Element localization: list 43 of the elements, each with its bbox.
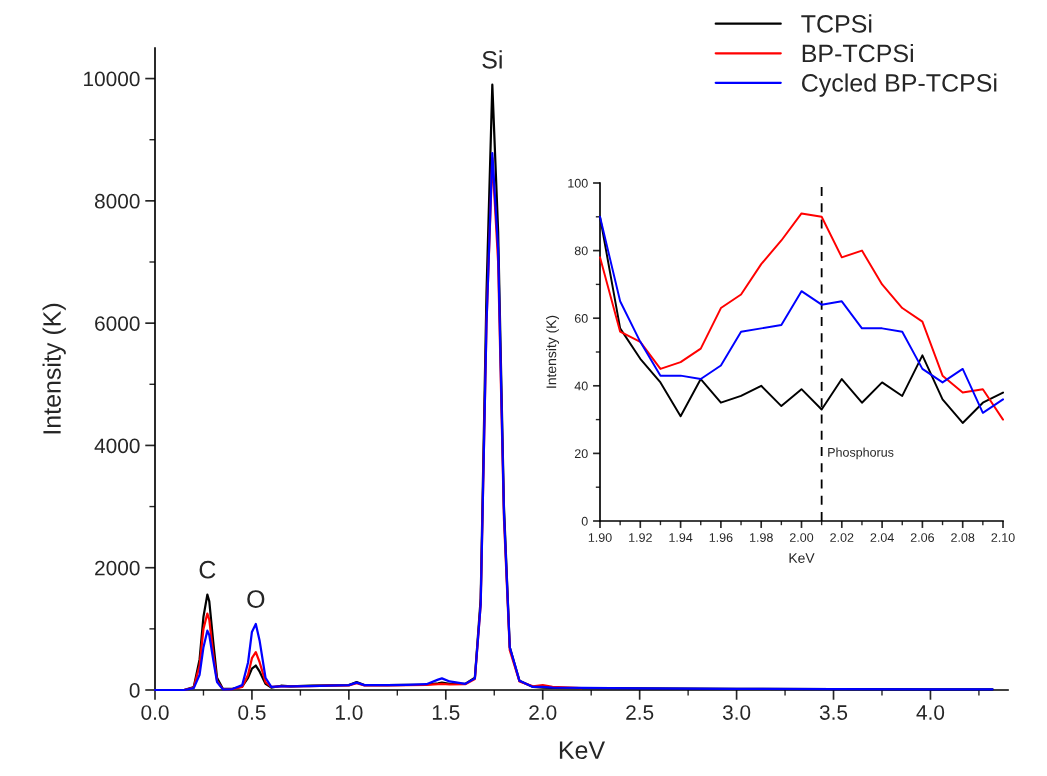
legend-label: Cycled BP-TCPSi <box>802 73 997 97</box>
y-tick-label: 20 <box>574 449 588 459</box>
y-tick-label: 2000 <box>95 560 140 576</box>
x-tick-label: 1.5 <box>432 705 460 720</box>
x-tick-label: 2.02 <box>830 533 854 542</box>
x-tick-label: 2.00 <box>789 533 814 542</box>
y-axis-title: Intensity (K) <box>546 315 560 388</box>
x-tick-label: 2.0 <box>529 705 557 720</box>
x-tick-label: 0.5 <box>238 705 266 720</box>
y-tick-label: 60 <box>574 314 588 323</box>
legend-label: TCPSi <box>801 14 872 33</box>
y-tick-label: 8000 <box>94 193 140 209</box>
annotation: O <box>247 590 265 608</box>
x-tick-label: 1.90 <box>588 533 612 542</box>
x-tick-label: 0.0 <box>141 705 169 720</box>
ref-line-label: Phosphorus <box>828 447 894 460</box>
x-tick-label: 1.96 <box>709 533 733 542</box>
x-tick-label: 1.94 <box>669 533 693 542</box>
y-axis-title: Intensity (K) <box>42 303 66 434</box>
x-tick-label: 4.0 <box>916 705 945 720</box>
y-tick-label: 10000 <box>84 71 140 87</box>
x-tick-label: 2.5 <box>626 705 654 720</box>
legend-label: BP-TCPSi <box>802 43 913 63</box>
x-tick-label: 2.08 <box>951 533 975 542</box>
y-tick-label: 100 <box>568 178 588 188</box>
y-tick-label: 6000 <box>95 316 140 331</box>
x-axis-title: KeV <box>559 741 606 760</box>
x-tick-label: 1.98 <box>749 533 773 542</box>
x-tick-label: 2.04 <box>870 533 894 542</box>
y-tick-label: 0 <box>581 516 588 526</box>
x-tick-label: 1.0 <box>335 705 363 720</box>
x-tick-label: 2.10 <box>991 533 1015 542</box>
y-tick-label: 0 <box>129 683 140 698</box>
y-tick-label: 40 <box>574 381 588 391</box>
x-tick-label: 2.06 <box>910 533 935 542</box>
x-tick-label: 1.92 <box>629 533 652 542</box>
x-tick-label: 3.5 <box>819 705 848 720</box>
x-tick-label: 3.0 <box>722 705 751 720</box>
x-axis-title: KeV <box>789 553 815 563</box>
annotation: C <box>199 560 216 579</box>
y-tick-label: 80 <box>574 246 588 256</box>
y-tick-label: 4000 <box>94 438 140 454</box>
annotation: Si <box>482 50 502 69</box>
